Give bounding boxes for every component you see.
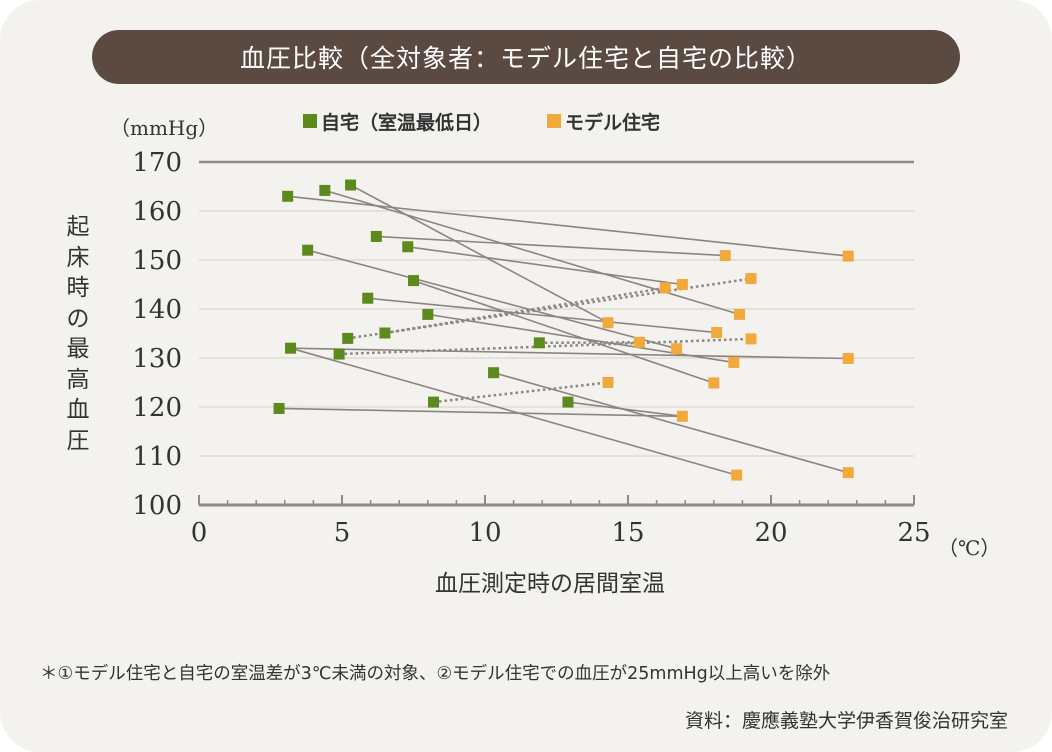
legend-swatch	[547, 114, 561, 128]
x-tick-label: 20	[754, 518, 787, 548]
y-unit-label: （mmHg）	[110, 116, 218, 140]
y-axis-title: 起床時の最高血圧	[60, 212, 96, 456]
model-point	[659, 282, 671, 294]
y-tick-label: 160	[132, 197, 182, 227]
home-point	[422, 308, 434, 320]
connector-line	[376, 235, 726, 257]
y-axis-title-char: 床	[66, 244, 90, 271]
connector-line-dotted	[384, 286, 666, 335]
connector-line	[307, 249, 677, 350]
home-point	[362, 292, 374, 304]
model-point	[671, 343, 683, 355]
connector-line	[407, 245, 683, 286]
home-point	[345, 179, 357, 191]
model-point	[745, 273, 757, 285]
home-point	[488, 367, 500, 379]
y-tick-label: 150	[132, 246, 182, 276]
y-axis-title-char: 時	[66, 275, 90, 301]
home-point	[379, 327, 391, 339]
model-point	[734, 308, 746, 320]
legend-swatch	[303, 114, 317, 128]
y-axis-title-char: 高	[66, 366, 90, 393]
connector-line-dotted	[433, 381, 609, 404]
home-point	[342, 332, 354, 344]
y-tick-label: 100	[132, 491, 182, 521]
y-axis-title-char: 血	[66, 397, 90, 423]
footnote: ＊①モデル住宅と自宅の室温差が3℃未満の対象、②モデル住宅での血圧が25mmHg…	[40, 664, 831, 684]
legend-label: 自宅（室温最低日）	[321, 111, 492, 134]
connector-line	[493, 371, 849, 474]
home-point	[562, 396, 574, 408]
y-axis-title-char: 圧	[66, 427, 90, 454]
model-point	[731, 469, 743, 481]
model-point	[602, 317, 614, 329]
model-point	[842, 352, 854, 364]
model-point	[676, 279, 688, 290]
y-tick-label: 140	[132, 295, 182, 325]
connector-line-dotted	[339, 337, 752, 356]
y-axis-title-char: 起	[66, 214, 90, 240]
home-point	[319, 184, 331, 196]
home-point	[333, 348, 345, 360]
model-point	[711, 327, 723, 339]
y-axis-title-char: の	[66, 305, 90, 332]
connector-line	[427, 313, 734, 364]
home-point	[408, 275, 419, 287]
model-point	[719, 250, 731, 262]
x-tick-label: 10	[468, 518, 501, 548]
connector-line-dotted	[347, 277, 752, 340]
y-tick-label: 110	[132, 442, 182, 472]
legend-label: モデル住宅	[565, 111, 660, 134]
model-point	[708, 377, 720, 389]
home-point	[428, 396, 440, 408]
x-axis-title: 血圧測定時の居間室温	[435, 571, 665, 597]
home-point	[273, 402, 285, 414]
x-tick-label: 15	[611, 518, 644, 548]
connector-line	[279, 407, 683, 418]
chart-title: 血圧比較（全対象者：モデル住宅と自宅の比較）	[92, 30, 960, 84]
source-credit: 資料：慶應義塾大学伊香賀俊治研究室	[684, 710, 1008, 732]
home-point	[402, 241, 414, 253]
model-point	[842, 250, 854, 262]
model-point	[602, 377, 614, 388]
connector-line	[290, 347, 849, 360]
connector-line	[413, 279, 715, 384]
y-tick-label: 120	[132, 393, 182, 423]
home-point	[282, 190, 294, 202]
connector-line	[324, 189, 740, 316]
x-tick-label: 25	[897, 518, 930, 548]
x-unit-label: （℃）	[938, 536, 1000, 560]
connector-line	[367, 297, 717, 334]
y-tick-label: 130	[132, 344, 182, 374]
connector-line	[290, 347, 737, 476]
home-point	[302, 244, 314, 256]
x-tick-label: 0	[191, 518, 208, 548]
home-point	[533, 337, 545, 349]
connector-line	[567, 401, 683, 418]
home-point	[285, 342, 297, 354]
model-point	[728, 356, 740, 368]
model-point	[745, 333, 757, 345]
connector-line	[287, 195, 849, 257]
y-axis-title-char: 最	[66, 336, 90, 362]
y-tick-label: 170	[132, 148, 182, 178]
x-tick-label: 5	[334, 518, 351, 548]
connector-line	[350, 184, 609, 324]
model-point	[633, 336, 645, 348]
model-point	[842, 467, 854, 479]
model-point	[676, 410, 688, 422]
home-point	[370, 230, 382, 242]
